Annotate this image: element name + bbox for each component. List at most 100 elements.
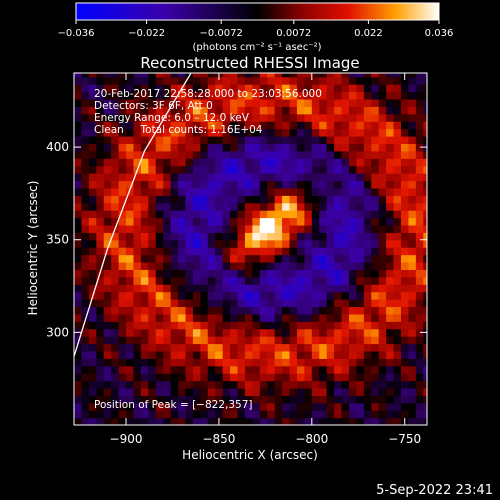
- heatmap-cell: [304, 210, 313, 219]
- heatmap-cell: [386, 336, 395, 345]
- heatmap-cell: [185, 150, 194, 159]
- heatmap-cell: [81, 202, 90, 211]
- heatmap-cell: [408, 291, 417, 300]
- heatmap-cell: [274, 76, 283, 85]
- heatmap-cell: [408, 365, 417, 374]
- heatmap-cell: [237, 387, 246, 396]
- heatmap-cell: [200, 336, 209, 345]
- heatmap-cell: [155, 336, 164, 345]
- heatmap-cell: [244, 261, 253, 270]
- heatmap-cell: [133, 291, 142, 300]
- heatmap-cell: [148, 121, 157, 130]
- heatmap-cell: [289, 143, 298, 152]
- heatmap-cell: [215, 254, 224, 263]
- heatmap-cell: [126, 239, 135, 248]
- heatmap-cell: [267, 73, 276, 78]
- heatmap-cell: [289, 321, 298, 330]
- heatmap-cell: [326, 91, 335, 100]
- heatmap-cell: [319, 269, 328, 278]
- heatmap-cell: [207, 210, 216, 219]
- heatmap-cell: [267, 135, 276, 144]
- heatmap-cell: [88, 276, 97, 285]
- heatmap-cell: [311, 402, 320, 411]
- heatmap-cell: [415, 417, 424, 425]
- heatmap-cell: [74, 276, 83, 285]
- heatmap-cell: [311, 276, 320, 285]
- colorbar: [75, 2, 440, 21]
- heatmap-cell: [237, 150, 246, 159]
- heatmap-cell: [341, 150, 350, 159]
- heatmap-cell: [311, 195, 320, 204]
- heatmap-cell: [230, 113, 239, 122]
- heatmap-cell: [81, 321, 90, 330]
- heatmap-cell: [133, 239, 142, 248]
- heatmap-cell: [348, 380, 357, 389]
- heatmap-cell: [363, 187, 372, 196]
- heatmap-cell: [356, 321, 365, 330]
- heatmap-cell: [415, 217, 424, 226]
- heatmap-cell: [148, 410, 157, 419]
- heatmap-cell: [140, 247, 149, 256]
- heatmap-cell: [348, 84, 357, 93]
- heatmap-cell: [415, 232, 424, 241]
- heatmap-cell: [200, 358, 209, 367]
- heatmap-cell: [259, 106, 268, 115]
- heatmap-cell: [200, 395, 209, 404]
- heatmap-cell: [178, 210, 187, 219]
- heatmap-cell: [170, 410, 179, 419]
- heatmap-cell: [200, 98, 209, 107]
- heatmap-cell: [423, 76, 427, 85]
- heatmap-cell: [386, 128, 395, 137]
- heatmap-cell: [222, 150, 231, 159]
- heatmap-cell: [118, 380, 127, 389]
- heatmap-cell: [148, 276, 157, 285]
- heatmap-cell: [74, 180, 83, 189]
- heatmap-cell: [341, 380, 350, 389]
- heatmap-cell: [304, 239, 313, 248]
- heatmap-cell: [319, 328, 328, 337]
- heatmap-cell: [126, 328, 135, 337]
- heatmap-cell: [215, 106, 224, 115]
- heatmap-cell: [126, 98, 135, 107]
- heatmap-cell: [259, 387, 268, 396]
- heatmap-cell: [88, 210, 97, 219]
- heatmap-cell: [363, 350, 372, 359]
- heatmap-cell: [408, 350, 417, 359]
- heatmap-cell: [282, 269, 291, 278]
- heatmap-cell: [415, 276, 424, 285]
- heatmap-cell: [163, 299, 172, 308]
- heatmap-cell: [207, 150, 216, 159]
- heatmap-cell: [348, 261, 357, 270]
- heatmap-cell: [148, 417, 157, 425]
- heatmap-cell: [304, 336, 313, 345]
- heatmap-cell: [237, 98, 246, 107]
- heatmap-cell: [230, 210, 239, 219]
- heatmap-cell: [103, 284, 112, 293]
- heatmap-cell: [140, 217, 149, 226]
- heatmap-cell: [356, 91, 365, 100]
- heatmap-cell: [274, 284, 283, 293]
- heatmap-cell: [230, 128, 239, 137]
- heatmap-cell: [259, 336, 268, 345]
- heatmap-cell: [423, 158, 427, 167]
- heatmap-cell: [192, 254, 201, 263]
- heatmap-cell: [341, 202, 350, 211]
- heatmap-cell: [267, 217, 276, 226]
- heatmap-cell: [192, 76, 201, 85]
- heatmap-cell: [103, 224, 112, 233]
- heatmap-cell: [415, 187, 424, 196]
- heatmap-cell: [148, 328, 157, 337]
- heatmap-cell: [148, 313, 157, 322]
- heatmap-cell: [140, 350, 149, 359]
- heatmap-cell: [259, 365, 268, 374]
- heatmap-cell: [393, 284, 402, 293]
- heatmap-cell: [207, 202, 216, 211]
- heatmap-cell: [371, 276, 380, 285]
- heatmap-cell: [423, 247, 427, 256]
- heatmap-cell: [378, 269, 387, 278]
- heatmap-cell: [148, 113, 157, 122]
- heatmap-cell: [371, 284, 380, 293]
- heatmap-cell: [237, 350, 246, 359]
- heatmap-cell: [126, 210, 135, 219]
- heatmap-cell: [155, 135, 164, 144]
